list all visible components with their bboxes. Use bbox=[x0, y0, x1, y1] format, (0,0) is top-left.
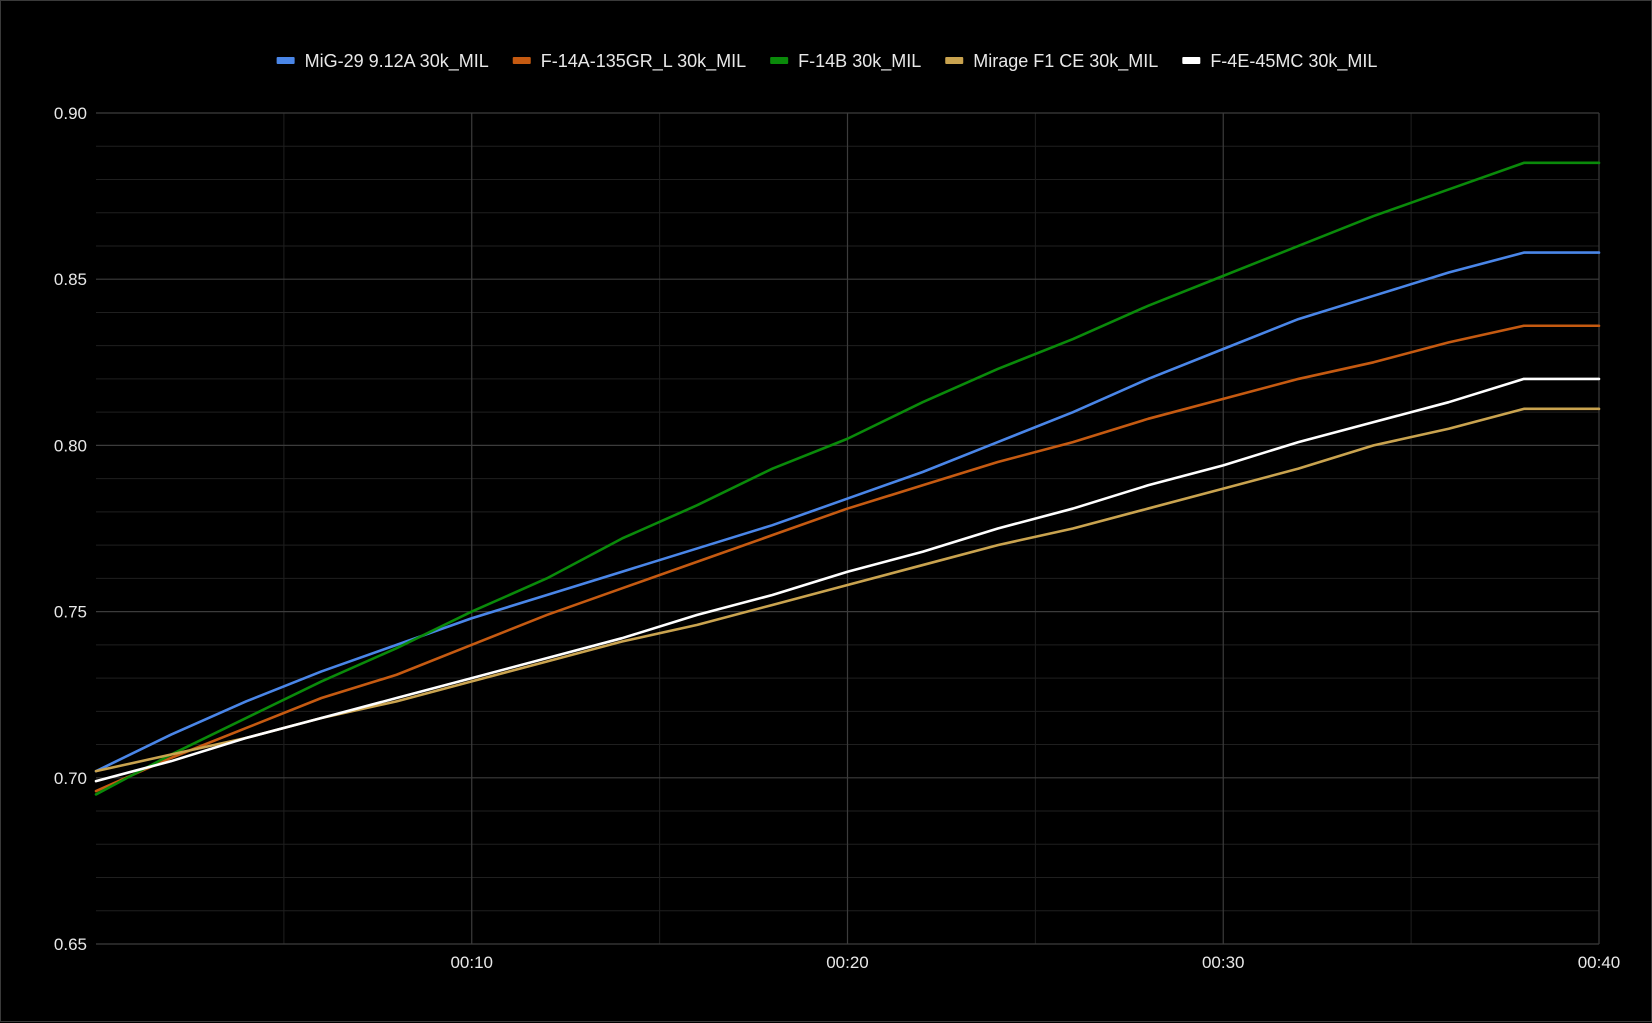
y-tick-label: 0.70 bbox=[54, 769, 87, 788]
legend: MiG-29 9.12A 30k_MIL F-14A-135GR_L 30k_MI… bbox=[276, 51, 1377, 72]
y-tick-label: 0.90 bbox=[54, 104, 87, 123]
series-line-1 bbox=[94, 251, 1601, 773]
legend-item-5: F-4E-45MC 30k_MIL bbox=[1182, 51, 1377, 72]
legend-label: MiG-29 9.12A 30k_MIL bbox=[305, 51, 489, 72]
y-tick-label: 0.65 bbox=[54, 935, 87, 954]
legend-swatch bbox=[770, 57, 789, 64]
x-tick-label: 00:20 bbox=[826, 953, 869, 972]
series-lines bbox=[94, 161, 1601, 796]
legend-label: F-14B 30k_MIL bbox=[798, 51, 921, 72]
series-line-2 bbox=[94, 324, 1601, 793]
legend-swatch bbox=[512, 57, 531, 64]
legend-item-3: F-14B 30k_MIL bbox=[770, 51, 921, 72]
legend-swatch bbox=[1182, 57, 1201, 64]
x-tick-label: 00:30 bbox=[1202, 953, 1245, 972]
major-gridlines bbox=[96, 112, 1600, 945]
x-tick-label: 00:10 bbox=[450, 953, 493, 972]
legend-label: F-4E-45MC 30k_MIL bbox=[1210, 51, 1377, 72]
legend-item-2: F-14A-135GR_L 30k_MIL bbox=[512, 51, 746, 72]
x-tick-label: 00:40 bbox=[1578, 953, 1621, 972]
series-line-3 bbox=[94, 161, 1601, 796]
y-tick-label: 0.80 bbox=[54, 436, 87, 455]
legend-label: Mirage F1 CE 30k_MIL bbox=[973, 51, 1158, 72]
x-axis-tick-labels: 00:10 00:20 00:30 00:40 bbox=[450, 953, 1620, 972]
series-line-5 bbox=[94, 377, 1601, 783]
legend-swatch bbox=[276, 57, 295, 64]
legend-swatch bbox=[945, 57, 964, 64]
y-tick-label: 0.75 bbox=[54, 603, 87, 622]
y-axis-tick-labels: 0.65 0.70 0.75 0.80 0.85 0.90 bbox=[54, 104, 87, 954]
legend-item-4: Mirage F1 CE 30k_MIL bbox=[945, 51, 1158, 72]
legend-item-1: MiG-29 9.12A 30k_MIL bbox=[276, 51, 489, 72]
y-tick-label: 0.85 bbox=[54, 270, 87, 289]
legend-label: F-14A-135GR_L 30k_MIL bbox=[541, 51, 746, 72]
